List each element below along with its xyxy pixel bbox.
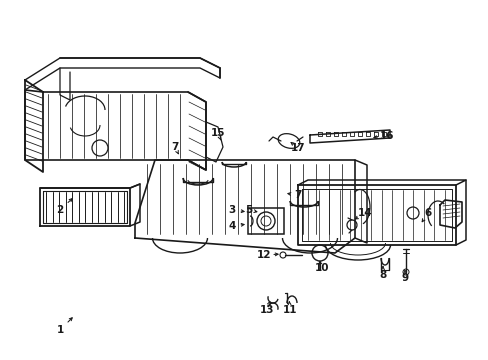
Text: 6: 6 — [424, 208, 431, 218]
Text: 2: 2 — [56, 205, 63, 215]
Text: 14: 14 — [357, 208, 371, 218]
Text: 13: 13 — [259, 305, 274, 315]
Text: 12: 12 — [256, 250, 271, 260]
Text: 1: 1 — [56, 325, 63, 335]
Text: 7: 7 — [294, 190, 301, 200]
Text: 10: 10 — [314, 263, 328, 273]
Text: 7: 7 — [171, 142, 178, 152]
Text: 11: 11 — [282, 305, 297, 315]
Bar — [247, 208, 284, 234]
Text: 4: 4 — [228, 221, 235, 231]
Text: 3: 3 — [228, 205, 235, 215]
Text: 8: 8 — [379, 270, 386, 280]
Text: 9: 9 — [401, 273, 408, 283]
Text: 5: 5 — [245, 205, 252, 215]
Text: 16: 16 — [379, 131, 393, 141]
Text: 17: 17 — [290, 143, 305, 153]
Text: 15: 15 — [210, 128, 225, 138]
